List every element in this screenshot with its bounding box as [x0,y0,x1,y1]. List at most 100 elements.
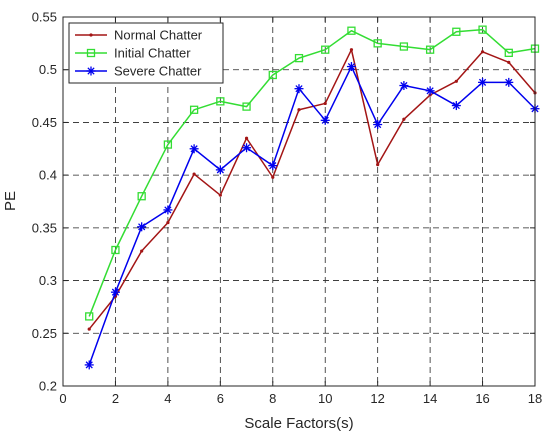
legend: Normal Chatter Initial Chatter Severe Chat… [68,22,224,84]
y-tick-label: 0.35 [32,220,57,235]
legend-marker [89,33,93,37]
data-point-severe-chatter [425,86,435,96]
data-point-severe-chatter [478,77,488,87]
marker-stroke [321,116,329,124]
data-point-initial-chatter [189,105,199,114]
data-point-normal-chatter [480,50,485,54]
data-point-initial-chatter [268,70,277,80]
data-point-initial-chatter [111,245,120,255]
data-point-initial-chatter [478,25,487,34]
data-point-initial-chatter [85,312,94,321]
data-point-severe-chatter [504,77,514,87]
data-point-initial-chatter [373,39,382,48]
axes: 0 2 4 6 8 10 12 14 16 18 0.2 0.25 0.3 0.35 0.4 0.45 0.5 0… [32,10,543,407]
x-tick-label: 2 [112,391,119,406]
data-point-normal-chatter [218,193,222,197]
data-point-severe-chatter [137,222,147,232]
x-tick-label: 16 [475,391,489,406]
marker-stroke [190,145,198,153]
series [84,25,540,370]
y-tick-label: 0.45 [32,115,57,130]
marker-stroke [426,87,434,95]
data-point-initial-chatter [347,26,356,35]
marker-stroke [216,166,224,174]
data-point-normal-chatter [87,327,91,331]
data-point-normal-chatter [323,101,327,106]
legend-item-initial-chatter: Initial Chatter [75,46,191,61]
x-tick-label: 8 [269,391,276,406]
data-point-severe-chatter [215,165,225,175]
data-point-initial-chatter [163,140,173,149]
marker-stroke [478,78,487,86]
legend-label: Severe Chatter [114,64,202,79]
y-axis-label: PE [2,191,19,211]
data-point-normal-chatter [297,108,301,112]
y-tick-label: 0.25 [32,326,57,341]
data-point-initial-chatter [137,192,146,201]
series-initial-chatter [85,25,540,321]
marker-stroke [111,288,120,296]
data-point-initial-chatter [452,27,461,36]
data-point-normal-chatter [192,172,196,176]
y-tick-label: 0.2 [39,379,57,394]
y-tick-label: 0.3 [39,273,57,288]
legend-item-severe-chatter: Severe Chatter [75,64,202,79]
data-point-initial-chatter [321,45,330,54]
series-severe-chatter [84,62,540,370]
legend-label: Normal Chatter [114,28,203,43]
data-point-severe-chatter [451,101,461,111]
marker-stroke [138,223,146,231]
data-point-initial-chatter [399,42,409,51]
x-tick-label: 6 [217,391,224,406]
data-point-normal-chatter [507,60,511,64]
data-point-initial-chatter [242,102,251,111]
y-tick-label: 0.5 [39,62,57,77]
data-point-normal-chatter [349,48,354,52]
marker-stroke [374,120,382,129]
data-point-severe-chatter [346,62,356,72]
data-point-initial-chatter [425,45,435,54]
data-point-severe-chatter [294,84,304,94]
data-point-normal-chatter [166,220,170,225]
series-line-normal-chatter [88,48,536,330]
x-tick-label: 10 [318,391,332,406]
marker-stroke [242,144,251,152]
series-line-initial-chatter [88,28,536,317]
marker-stroke [347,62,356,71]
legend-item-normal-chatter: Normal Chatter [75,28,203,43]
data-point-initial-chatter [216,97,225,106]
data-point-severe-chatter [189,144,199,154]
x-tick-label: 12 [370,391,384,406]
data-point-normal-chatter [244,136,249,140]
marker-stroke [87,67,95,75]
data-point-initial-chatter [504,48,513,57]
marker-stroke [400,81,408,90]
series-line-severe-chatter [88,65,536,366]
data-point-normal-chatter [402,117,406,121]
x-axis-label: Scale Factors(s) [244,415,353,432]
data-point-severe-chatter [110,287,120,297]
plot-frame [62,16,536,387]
data-point-severe-chatter [163,205,173,215]
data-point-initial-chatter [294,53,304,63]
legend-marker [86,48,96,58]
data-point-severe-chatter [84,360,94,370]
x-tick-label: 14 [423,391,437,406]
data-point-severe-chatter [242,143,252,153]
data-point-normal-chatter [271,175,275,179]
data-point-normal-chatter [454,79,458,83]
data-point-normal-chatter [376,163,380,167]
marker-stroke [164,206,172,214]
x-tick-label: 18 [528,391,542,406]
marker-stroke [269,162,277,170]
marker-stroke [505,78,513,86]
marker-stroke [295,85,303,93]
x-tick-label: 4 [164,391,171,406]
legend-marker [86,66,96,76]
data-point-severe-chatter [268,161,278,171]
data-point-severe-chatter [373,120,383,130]
x-tick-label: 0 [59,391,66,406]
marker-stroke [452,101,460,110]
